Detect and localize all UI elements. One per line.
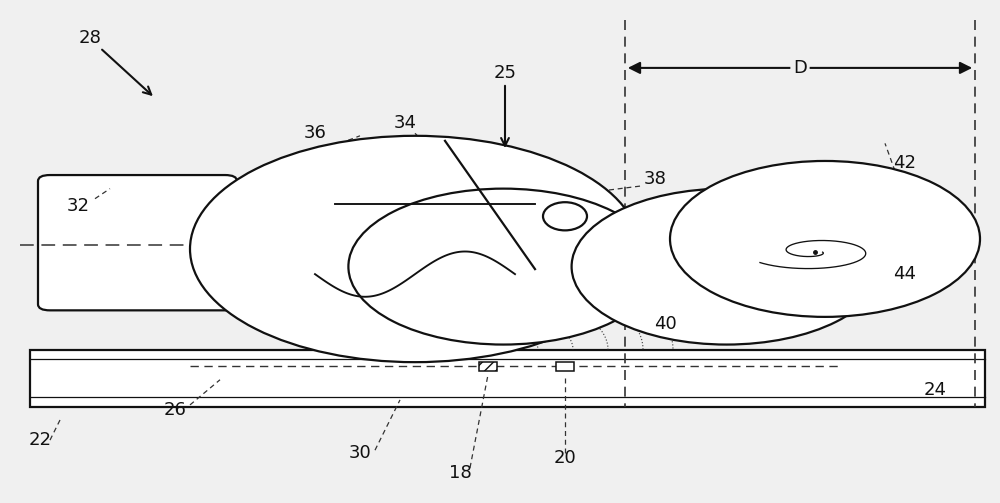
Text: 30: 30 — [349, 444, 371, 462]
Circle shape — [572, 189, 882, 345]
Text: 36: 36 — [304, 124, 326, 142]
Text: 20: 20 — [554, 449, 576, 467]
Bar — [556, 362, 574, 371]
Bar — [30, 350, 985, 407]
Text: 28: 28 — [79, 29, 101, 47]
Circle shape — [670, 161, 980, 317]
Circle shape — [190, 136, 640, 362]
Text: D: D — [793, 59, 807, 77]
FancyBboxPatch shape — [38, 175, 237, 310]
Text: 18: 18 — [449, 464, 471, 482]
Bar — [479, 362, 497, 371]
Text: 32: 32 — [66, 197, 90, 215]
Text: 42: 42 — [894, 154, 916, 173]
Text: 34: 34 — [394, 114, 416, 132]
Text: 24: 24 — [924, 381, 946, 399]
Text: 26: 26 — [164, 401, 186, 419]
Circle shape — [348, 189, 658, 345]
Text: 44: 44 — [894, 265, 916, 283]
Text: 38: 38 — [644, 170, 666, 188]
Ellipse shape — [543, 202, 587, 230]
Text: 25: 25 — [494, 64, 516, 82]
Text: 22: 22 — [28, 431, 52, 449]
Text: 40: 40 — [654, 315, 676, 333]
